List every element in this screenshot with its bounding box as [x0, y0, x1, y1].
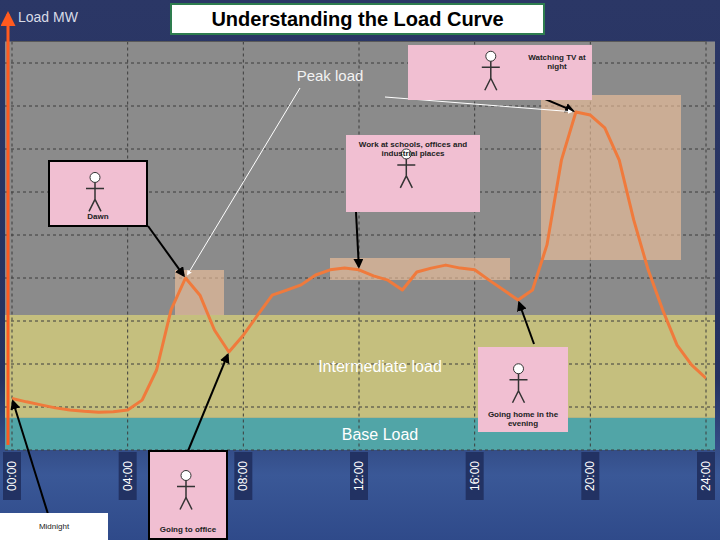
icon-head [181, 471, 191, 481]
band [5, 418, 715, 450]
tick-label-bg [581, 452, 599, 500]
band [5, 315, 715, 418]
load-curve [12, 112, 706, 412]
grid-line [5, 63, 715, 64]
x-tick-label: 12:00 [352, 461, 366, 491]
annotation-text: Work at schools, offices and industrial … [348, 140, 478, 158]
grid-line [243, 42, 244, 451]
grid-line [127, 42, 128, 451]
x-tick-label: 08:00 [236, 461, 250, 491]
icon-body [86, 182, 104, 211]
tick-label-bg [350, 452, 368, 500]
peak-pointer [188, 88, 300, 275]
x-tick-label: 04:00 [121, 461, 135, 491]
annotation-box: Watching TV at night [408, 45, 592, 100]
annotation-box: Going home in the evening [478, 347, 568, 432]
tick-label-bg [234, 452, 252, 500]
icon-body [177, 481, 195, 510]
annotation-box: Dawn [48, 160, 148, 227]
annotation-box: Midnight [0, 513, 108, 540]
icon-body [397, 159, 415, 188]
series-group [12, 112, 706, 412]
grid-line [5, 407, 715, 408]
tick-label-bg [119, 452, 137, 500]
highlight [541, 95, 681, 260]
tick-label-bg [466, 452, 484, 500]
tick-label-bg [697, 452, 715, 500]
band-label: Base Load [342, 426, 419, 443]
plot-background [5, 42, 715, 451]
annotation-arrow [148, 226, 184, 276]
icon-head [514, 364, 524, 374]
x-tick-label: 20:00 [583, 461, 597, 491]
annotation-arrow [13, 401, 48, 514]
x-tick-label: 00:00 [5, 461, 19, 491]
band-label: Intermediate load [318, 358, 442, 375]
grid-line [706, 42, 707, 451]
annotation-text: Dawn [52, 212, 144, 221]
peak-label: Peak load [297, 67, 364, 84]
grid-line [5, 450, 715, 451]
icon-head [90, 172, 100, 182]
x-tick-label: 16:00 [468, 461, 482, 491]
chart: Base Load Intermediate load Load MW 00:00 04… [0, 0, 720, 540]
annotation-box: Work at schools, offices and industrial … [346, 135, 480, 212]
y-axis-label: Load MW [18, 9, 79, 25]
icon-body [482, 61, 500, 90]
tick-label-bg [3, 452, 21, 500]
grid-line [474, 42, 475, 451]
annotation-text: Going to office [152, 525, 224, 534]
annotation-text: Watching TV at night [526, 53, 588, 71]
title: Understanding the Load Curve [170, 3, 545, 35]
y-axis [7, 14, 10, 445]
annotation-arrow [519, 303, 534, 344]
grid-line [5, 321, 715, 322]
icon-body [510, 374, 528, 403]
plot-frame [12, 41, 706, 42]
annotation-text: Midnight [3, 522, 105, 531]
annotation-arrow [356, 212, 359, 267]
annotation-box: Going to office [148, 450, 228, 540]
annotation-text: Going home in the evening [480, 410, 566, 428]
icon-head [486, 51, 496, 61]
annotation-arrow [188, 355, 228, 451]
grid-line [12, 42, 13, 451]
x-tick-label: 24:00 [699, 461, 713, 491]
